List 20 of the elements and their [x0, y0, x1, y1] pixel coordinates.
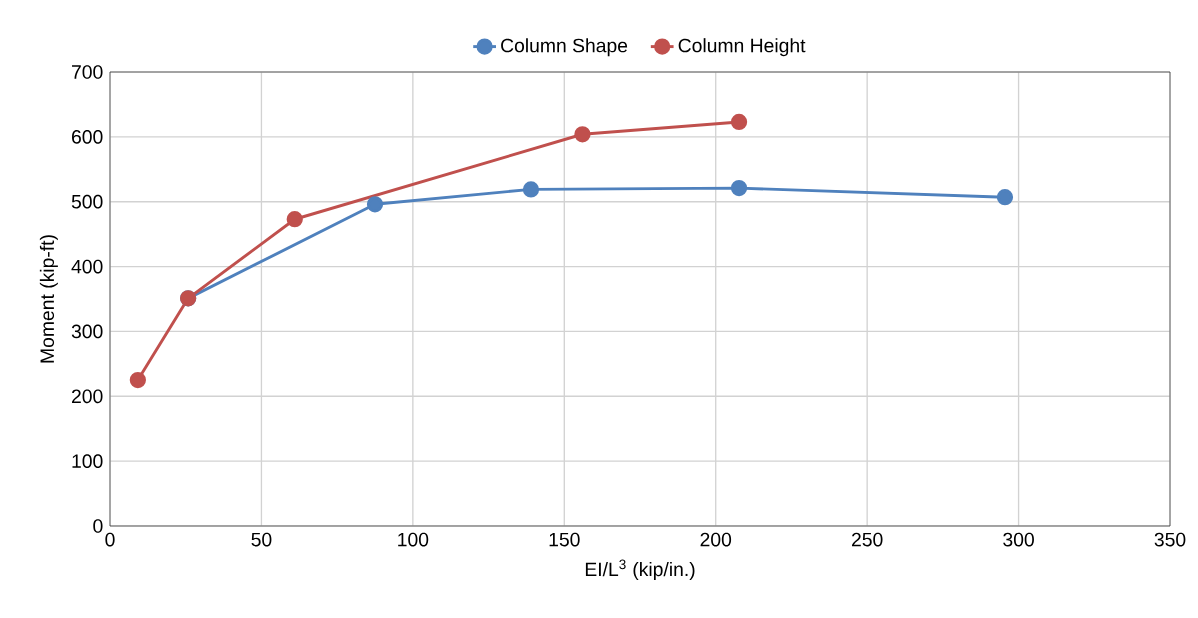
x-tick-label: 0 — [105, 532, 115, 547]
y-tick-label: 700 — [72, 65, 103, 79]
x-tick-label: 100 — [398, 532, 429, 547]
x-tick-label: 50 — [251, 532, 272, 547]
y-tick-label: 600 — [72, 130, 103, 144]
x-axis-title: EI/L$^{3}$ (kip/in.) — [585, 559, 695, 580]
y-tick-label: 500 — [71, 194, 103, 209]
y-tick-label: 400 — [71, 259, 103, 274]
y-tick-label: 0 — [93, 519, 103, 533]
y-tick-label: 200 — [72, 389, 103, 404]
legend-label: Column Height — [678, 38, 806, 57]
x-tick-label: 250 — [852, 532, 883, 547]
y-axis-title: Moment (kip-ft) — [39, 235, 58, 363]
legend-label: Column Shape — [501, 38, 628, 57]
x-tick-label: 150 — [549, 532, 580, 547]
x-tick-label: 350 — [1154, 532, 1186, 547]
x-tick-label: 200 — [700, 532, 732, 547]
x-tick-label: 300 — [1003, 532, 1034, 547]
y-tick-label: 100 — [72, 454, 103, 468]
y-tick-label: 300 — [71, 324, 103, 339]
